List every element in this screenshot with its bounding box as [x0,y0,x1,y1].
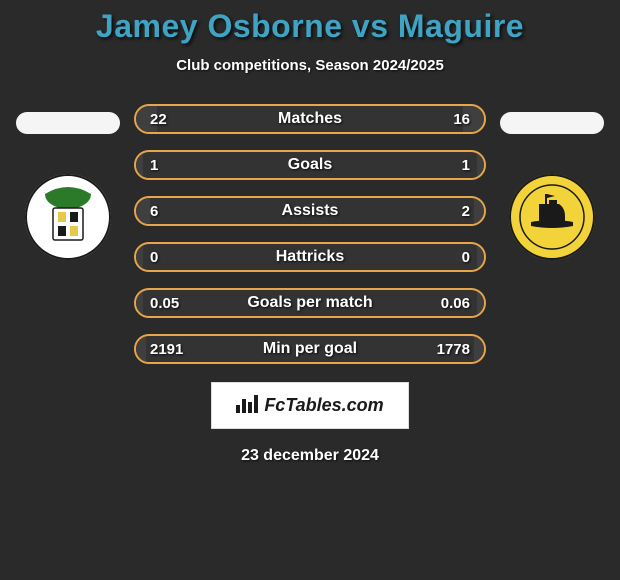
left-player-name-pill [16,112,120,134]
footer: FcTables.com 23 december 2024 [0,382,620,465]
stats-column: 2216Matches 11Goals 62Assists 00Hattricks 0.… [128,104,492,364]
stat-label: Goals per match [136,294,484,312]
stat-bar: 11Goals [134,150,486,180]
brand-box[interactable]: FcTables.com [211,382,408,429]
stat-label: Goals [136,156,484,174]
stat-label: Min per goal [136,340,484,358]
stat-bar: 00Hattricks [134,242,486,272]
page-title: Jamey Osborne vs Maguire [0,8,620,45]
boston-united-crest-icon [509,174,595,260]
stat-label: Matches [136,110,484,128]
brand-text: FcTables.com [264,395,383,416]
stat-bar: 0.050.06Goals per match [134,288,486,318]
brand-chart-icon [236,393,258,418]
comparison-card: Jamey Osborne vs Maguire Club competitio… [0,0,620,465]
right-player-col [492,104,612,260]
right-player-name-pill [500,112,604,134]
stat-bar: 2216Matches [134,104,486,134]
left-player-col [8,104,128,260]
left-club-badge [25,174,111,260]
right-club-badge [509,174,595,260]
solihull-moors-crest-icon [25,174,111,260]
stat-bar: 21911778Min per goal [134,334,486,364]
stat-bar: 62Assists [134,196,486,226]
date-text: 23 december 2024 [241,447,379,465]
stat-label: Hattricks [136,248,484,266]
subtitle: Club competitions, Season 2024/2025 [0,57,620,74]
content-row: 2216Matches 11Goals 62Assists 00Hattricks 0.… [0,104,620,364]
stat-label: Assists [136,202,484,220]
